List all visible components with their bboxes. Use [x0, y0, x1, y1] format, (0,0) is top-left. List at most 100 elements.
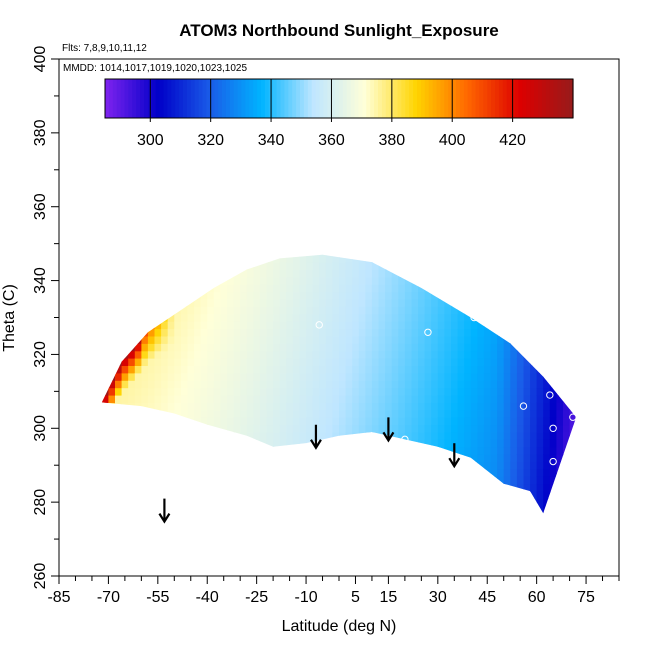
heatmap-cell	[516, 387, 524, 396]
heatmap-cell	[497, 491, 505, 499]
heatmap-cell	[345, 313, 353, 322]
heatmap-cell	[213, 343, 221, 352]
heatmap-cell	[464, 254, 472, 263]
heatmap-cell	[543, 424, 551, 433]
colorbar-cell	[440, 79, 445, 118]
heatmap-cell	[503, 336, 511, 344]
colorbar-cell	[534, 79, 539, 118]
heatmap-cell	[299, 454, 307, 462]
heatmap-cell	[286, 505, 294, 514]
heatmap-cell	[200, 262, 208, 270]
heatmap-cell	[352, 491, 360, 499]
heatmap-cell	[457, 358, 465, 366]
heatmap-cell	[530, 306, 538, 315]
heatmap-cell	[200, 380, 208, 389]
heatmap-cell	[431, 483, 439, 492]
heatmap-cell	[220, 328, 228, 337]
heatmap-cell	[167, 432, 175, 440]
heatmap-cell	[101, 262, 109, 270]
heatmap-cell	[569, 276, 577, 285]
heatmap-cell	[286, 336, 294, 344]
heatmap-cell	[121, 372, 129, 381]
heatmap-cell	[259, 365, 267, 374]
heatmap-cell	[431, 424, 439, 433]
heatmap-cell	[121, 395, 129, 403]
heatmap-cell	[385, 276, 393, 285]
heatmap-cell	[516, 306, 524, 315]
heatmap-cell	[530, 446, 538, 455]
heatmap-cell	[365, 299, 373, 307]
heatmap-cell	[147, 254, 155, 256]
heatmap-cell	[332, 262, 340, 270]
heatmap-cell	[227, 372, 235, 381]
colorbar-cell	[456, 79, 461, 118]
heatmap-cell	[523, 313, 531, 322]
heatmap-cell	[358, 276, 366, 285]
heatmap-cell	[418, 269, 426, 278]
heatmap-cell	[213, 365, 221, 374]
heatmap-cell	[101, 328, 109, 337]
heatmap-cell	[371, 439, 379, 448]
heatmap-cell	[200, 365, 208, 374]
heatmap-cell	[477, 262, 485, 270]
heatmap-cell	[101, 365, 109, 374]
heatmap-cell	[497, 417, 505, 426]
heatmap-cell	[154, 350, 162, 359]
heatmap-cell	[174, 395, 182, 403]
heatmap-cell	[154, 254, 162, 263]
heatmap-cell	[398, 350, 406, 359]
heatmap-cell	[444, 476, 452, 485]
heatmap-cell	[299, 321, 307, 330]
heatmap-cell	[128, 491, 136, 499]
heatmap-cell	[213, 409, 221, 418]
heatmap-cell	[556, 321, 564, 330]
heatmap-cell	[563, 358, 571, 366]
heatmap-cell	[418, 505, 426, 514]
heatmap-cell	[194, 321, 202, 330]
heatmap-cell	[464, 483, 472, 492]
heatmap-cell	[530, 284, 538, 293]
heatmap-cell	[154, 468, 162, 477]
heatmap-cell	[437, 505, 445, 514]
heatmap-cell	[194, 365, 202, 374]
heatmap-cell	[365, 380, 373, 389]
heatmap-cell	[437, 380, 445, 389]
heatmap-cell	[391, 446, 399, 455]
colorbar-cell	[198, 79, 204, 118]
colorbar-cell	[549, 79, 555, 118]
heatmap-cell	[398, 299, 406, 307]
heatmap-cell	[213, 483, 221, 492]
heatmap-cell	[200, 409, 208, 418]
heatmap-cell	[398, 336, 406, 344]
heatmap-cell	[325, 269, 333, 278]
heatmap-cell	[227, 254, 235, 256]
heatmap-cell	[543, 306, 551, 315]
heatmap-cell	[451, 269, 459, 278]
heatmap-cell	[503, 446, 511, 455]
heatmap-cell	[240, 269, 248, 278]
heatmap-cell	[286, 439, 294, 448]
heatmap-cell	[378, 365, 386, 374]
colorbar-cell	[128, 79, 133, 118]
heatmap-cell	[444, 387, 452, 396]
heatmap-cell	[352, 461, 360, 470]
heatmap-cell	[516, 498, 524, 507]
heatmap-cell	[325, 254, 333, 256]
heatmap-cell	[233, 505, 241, 514]
colorbar-cell	[323, 79, 328, 118]
heatmap-cell	[246, 262, 254, 270]
heatmap-cell	[240, 380, 248, 389]
heatmap-cell	[451, 299, 459, 307]
heatmap-cell	[339, 505, 347, 514]
heatmap-cell	[332, 409, 340, 418]
heatmap-cell	[194, 468, 202, 477]
heatmap-cell	[371, 483, 379, 492]
heatmap-cell	[292, 365, 300, 374]
heatmap-cell	[246, 491, 254, 499]
heatmap-cell	[101, 483, 109, 492]
heatmap-cell	[358, 417, 366, 426]
heatmap-cell	[563, 306, 571, 315]
colorbar-cell	[155, 79, 161, 118]
heatmap-cell	[154, 262, 162, 270]
heatmap-cell	[108, 483, 116, 492]
